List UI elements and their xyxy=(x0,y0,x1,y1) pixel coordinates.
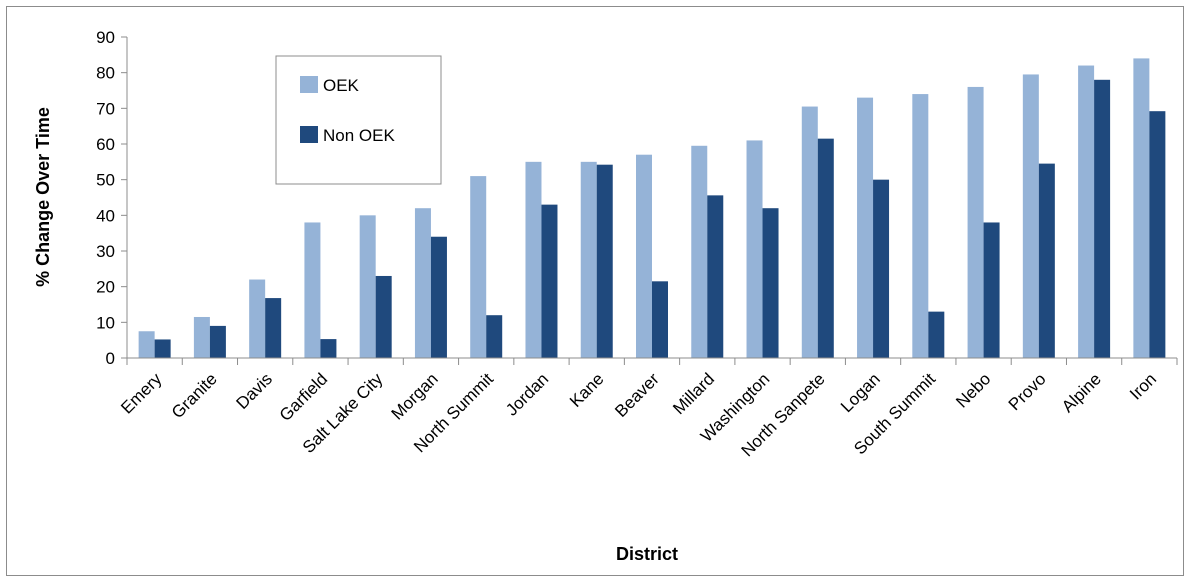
y-tick-label: 90 xyxy=(96,28,115,47)
x-tick-label: Provo xyxy=(1005,369,1050,414)
bar-oek xyxy=(1022,74,1039,358)
legend-swatch-oek xyxy=(300,76,318,93)
y-tick-label: 10 xyxy=(96,313,115,332)
bar-oek xyxy=(857,97,874,358)
legend: OEK Non OEK xyxy=(275,55,442,185)
x-tick-label: Millard xyxy=(669,369,718,418)
bar-oek xyxy=(304,222,321,358)
bar-oek xyxy=(691,145,708,358)
bar-non-oek xyxy=(265,298,282,358)
bar-oek xyxy=(1078,65,1095,359)
bar-non-oek xyxy=(1094,79,1111,359)
x-tick-label: Beaver xyxy=(611,369,663,421)
y-tick-label: 40 xyxy=(96,206,115,225)
y-tick-label: 30 xyxy=(96,242,115,261)
x-tick-label: Nebo xyxy=(952,369,994,411)
bar-non-oek xyxy=(596,164,613,358)
bar-non-oek xyxy=(762,208,779,358)
bar-non-oek xyxy=(873,179,890,358)
y-tick-label: 0 xyxy=(106,349,115,368)
bar-oek xyxy=(580,161,597,358)
bar-oek xyxy=(801,106,818,358)
bar-non-oek xyxy=(320,339,337,358)
axes xyxy=(126,37,1177,359)
bar-oek xyxy=(359,215,376,358)
bar-non-oek xyxy=(486,315,503,358)
bar-non-oek xyxy=(928,311,945,358)
bar-non-oek xyxy=(707,195,724,358)
x-axis-title: District xyxy=(616,544,678,564)
legend-swatch-non-oek xyxy=(300,126,318,143)
bar-oek xyxy=(193,316,210,358)
x-tick-label: Davis xyxy=(232,369,275,412)
bar-oek xyxy=(912,94,929,359)
y-axis-title: % Change Over Time xyxy=(33,107,53,287)
bar-non-oek xyxy=(817,138,834,358)
x-tick-label: Alpine xyxy=(1058,369,1105,416)
bar-non-oek xyxy=(375,275,392,358)
bar-non-oek xyxy=(1038,163,1055,358)
bar-non-oek xyxy=(652,281,668,358)
y-tick-label: 20 xyxy=(96,278,115,297)
bars xyxy=(138,58,1166,359)
y-tick-label: 80 xyxy=(96,64,115,83)
legend-label-oek: OEK xyxy=(323,76,360,95)
x-tick-label: Iron xyxy=(1126,369,1160,403)
bar-oek xyxy=(138,331,155,358)
y-axis-ticks: 0 10 20 30 40 50 60 70 80 90 xyxy=(96,28,127,368)
y-tick-label: 50 xyxy=(96,171,115,190)
bar-oek xyxy=(414,208,431,358)
bar-non-oek xyxy=(209,325,226,358)
x-tick-label: Granite xyxy=(168,369,221,422)
x-tick-label: Jordan xyxy=(502,369,552,419)
x-tick-label: Morgan xyxy=(388,369,442,423)
bar-oek xyxy=(470,176,487,358)
bar-oek xyxy=(249,279,266,358)
bar-non-oek xyxy=(541,204,558,358)
bar-oek xyxy=(1133,58,1150,359)
bar-non-oek xyxy=(430,236,447,358)
y-tick-label: 70 xyxy=(96,99,115,118)
x-tick-label: Emery xyxy=(117,369,166,418)
bar-non-oek xyxy=(1149,111,1166,358)
y-tick-label: 60 xyxy=(96,135,115,154)
legend-label-non-oek: Non OEK xyxy=(323,126,395,145)
bar-non-oek xyxy=(983,222,1000,358)
x-tick-label: Kane xyxy=(566,369,608,411)
bar-oek xyxy=(636,154,652,358)
bar-oek xyxy=(967,86,984,358)
x-tick-label: Logan xyxy=(837,369,884,416)
bar-non-oek xyxy=(154,339,171,358)
bar-oek xyxy=(746,140,763,358)
bar-oek xyxy=(525,161,542,358)
x-tick-label: Garfield xyxy=(276,369,332,425)
